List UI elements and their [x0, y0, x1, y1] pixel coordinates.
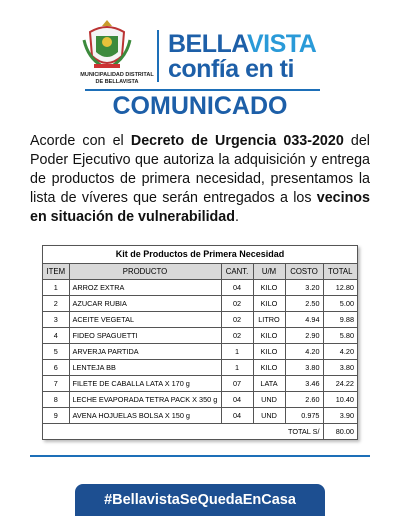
cell: 1 — [220, 343, 254, 360]
cell: LENTEJA BB — [68, 359, 222, 376]
cell: LATA — [252, 375, 286, 392]
cell: 5.80 — [322, 327, 357, 344]
rule — [30, 455, 370, 457]
total-value: 80.00 — [322, 423, 357, 439]
hashtag-banner: #BellavistaSeQuedaEnCasa — [75, 484, 325, 516]
table-row: 5 ARVERJA PARTIDA 1 KILO 4.20 4.20 — [43, 343, 357, 360]
table-title: Kit de Productos de Primera Necesidad — [43, 246, 357, 264]
text: Acorde con el — [30, 133, 131, 149]
table-row: 1 ARROZ EXTRA 04 KILO 3.20 12.80 — [43, 279, 357, 296]
cell: 1 — [220, 359, 254, 376]
cell: KILO — [252, 295, 286, 312]
cell: KILO — [252, 327, 286, 344]
cell: 4.20 — [322, 343, 357, 360]
table: ITEM PRODUCTO CANT. U/M COSTO TOTAL 1 ARROZ EX… — [43, 264, 357, 439]
caption-line: MUNICIPALIDAD DISTRITAL — [80, 72, 154, 78]
cell: 4.94 — [284, 311, 324, 328]
divider — [157, 30, 159, 82]
brand-part: BELLA — [168, 30, 247, 58]
table-row: 7 FILETE DE CABALLA LATA X 170 g 07 LATA 3.4… — [43, 375, 357, 392]
column-header: COSTO — [284, 264, 324, 280]
cell: 6 — [43, 359, 70, 376]
cell: 3.46 — [284, 375, 324, 392]
cell: 3.80 — [284, 359, 324, 376]
paragraph: Acorde con el Decreto de Urgencia 033-20… — [30, 132, 370, 227]
cell: ARROZ EXTRA — [68, 279, 222, 296]
bold-text: Decreto de Urgencia 033-2020 — [130, 133, 344, 149]
cell: 2.90 — [284, 327, 324, 344]
text: . — [234, 209, 239, 225]
cell: 24.22 — [322, 375, 357, 392]
cell: KILO — [252, 359, 286, 376]
table-row: 9 AVENA HOJUELAS BOLSA X 150 g 04 UND 0.975 3… — [43, 407, 357, 424]
cell: 2.60 — [284, 391, 324, 408]
bold-text: vecinos en situación de vulnerabilidad — [30, 190, 370, 225]
table-box: Kit de Productos de Primera Necesidad IT… — [42, 245, 358, 440]
table-body: 1 ARROZ EXTRA 04 KILO 3.20 12.80 2 AZUCAR RUBIA… — [43, 279, 357, 439]
column-header: PRODUCTO — [68, 264, 222, 280]
cell: 8 — [43, 391, 70, 408]
cell: KILO — [252, 279, 286, 296]
cell: FIDEO SPAGUETTI — [68, 327, 222, 344]
column-header: U/M — [252, 264, 286, 280]
cell: 07 — [220, 375, 254, 392]
cell: AVENA HOJUELAS BOLSA X 150 g — [68, 407, 222, 424]
cell: LITRO — [252, 311, 286, 328]
table-row: 8 LECHE EVAPORADA TETRA PACK X 350 g 04 UND… — [43, 391, 357, 408]
total-row: TOTAL S/80.00 — [43, 423, 357, 439]
table-row: 3 ACEITE VEGETAL 02 LITRO 4.94 9.88 — [43, 311, 357, 328]
cell: 2.50 — [284, 295, 324, 312]
cell: 9 — [43, 407, 70, 424]
cell: 02 — [220, 295, 254, 312]
cell: UND — [252, 391, 286, 408]
cell: 3.90 — [322, 407, 357, 424]
table-row: 6 LENTEJA BB 1 KILO 3.80 3.80 — [43, 359, 357, 376]
cell: UND — [252, 407, 286, 424]
cell: ACEITE VEGETAL — [68, 311, 222, 328]
cell: 02 — [220, 327, 254, 344]
cell: 2 — [43, 295, 70, 312]
caption-line: DE BELLAVISTA — [95, 79, 139, 85]
rule — [85, 89, 320, 91]
brand: BELLAVISTA — [168, 30, 317, 59]
column-header: CANT. — [220, 264, 254, 280]
header-row: ITEM PRODUCTO CANT. U/M COSTO TOTAL — [43, 264, 357, 280]
cell: 5 — [43, 343, 70, 360]
column-header: ITEM — [43, 264, 70, 280]
cell: 10.40 — [322, 391, 357, 408]
cell: 04 — [220, 407, 254, 424]
cell: 0.975 — [284, 407, 324, 424]
cell: 9.88 — [322, 311, 357, 328]
tagline: confía en ti — [168, 55, 294, 83]
crest-caption: MUNICIPALIDAD DISTRITAL DE BELLAVISTA — [62, 72, 172, 86]
cell: 3.80 — [322, 359, 357, 376]
cell: 5.00 — [322, 295, 357, 312]
text: del Poder Ejecutivo que autoriza la adqu… — [30, 133, 370, 206]
cell: FILETE DE CABALLA LATA X 170 g — [68, 375, 222, 392]
brand-part: VISTA — [246, 30, 317, 58]
total-label: TOTAL S/ — [43, 423, 324, 439]
cell: 02 — [220, 311, 254, 328]
cell: 3 — [43, 311, 70, 328]
cell: 4 — [43, 327, 70, 344]
cell: 04 — [220, 391, 254, 408]
cell: 1 — [43, 279, 70, 296]
column-header: TOTAL — [322, 264, 357, 280]
table-row: 4 FIDEO SPAGUETTI 02 KILO 2.90 5.80 — [43, 327, 357, 344]
cell: 4.20 — [284, 343, 324, 360]
crest — [82, 20, 132, 68]
cell: 7 — [43, 375, 70, 392]
cell: KILO — [252, 343, 286, 360]
cell: 3.20 — [284, 279, 324, 296]
table-row: 2 AZUCAR RUBIA 02 KILO 2.50 5.00 — [43, 295, 357, 312]
cell: LECHE EVAPORADA TETRA PACK X 350 g — [68, 391, 222, 408]
cell: ARVERJA PARTIDA — [68, 343, 222, 360]
cell: AZUCAR RUBIA — [68, 295, 222, 312]
cell: 04 — [220, 279, 254, 296]
cell: 12.80 — [322, 279, 357, 296]
title: COMUNICADO — [112, 92, 288, 120]
